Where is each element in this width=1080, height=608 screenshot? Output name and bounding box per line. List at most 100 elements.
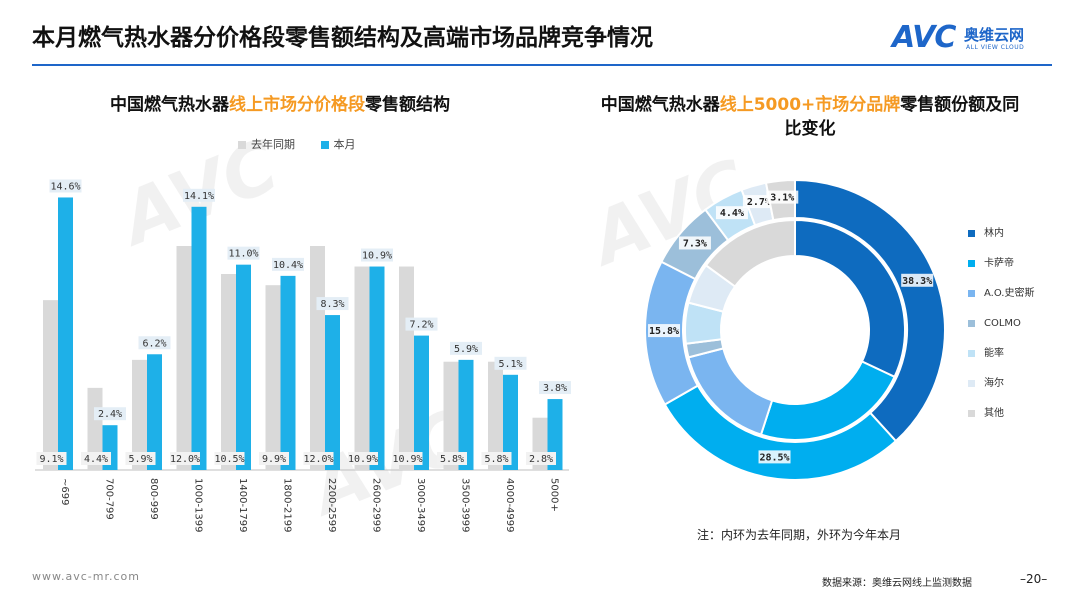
data-label-bg bbox=[214, 452, 245, 465]
category-tick-label: 1000-1399 bbox=[193, 478, 204, 533]
slice-label-bg bbox=[758, 450, 791, 464]
category-tick-label: 5000+ bbox=[549, 478, 560, 512]
data-label-bg bbox=[81, 452, 111, 465]
donut-chart: 38.3% 28.5% 15.8% 7.3% 4.4%2.7% 3.1% bbox=[644, 178, 946, 481]
bar-last-year bbox=[443, 361, 459, 470]
data-label-this-month: 5.9% bbox=[454, 344, 478, 355]
data-label-last-year: 2.8% bbox=[529, 454, 553, 465]
logo-cn: 奥维云网 bbox=[964, 26, 1025, 44]
bar-last-year bbox=[265, 285, 281, 470]
legend-swatch bbox=[968, 410, 975, 417]
slice-label: 2.7% bbox=[747, 197, 771, 208]
slice-label: 15.8% bbox=[649, 326, 679, 337]
slice-label: 38.3% bbox=[902, 276, 932, 287]
bar-chart: 9.1% 14.6% ~699 4.4% 2.4% 700-799 5.9% 6.2% 800-… bbox=[35, 179, 571, 533]
website-url: www.avc-mr.com bbox=[32, 570, 140, 583]
data-label-bg bbox=[450, 341, 482, 355]
data-label-bg bbox=[259, 452, 289, 465]
bar-last-year bbox=[399, 266, 414, 470]
legend-item-this-month: 本月 bbox=[320, 138, 356, 151]
donut-chart-title: 中国燃气热水器线上5000+市场分品牌零售额份额及同比变化 bbox=[600, 93, 1020, 141]
bar-this-month bbox=[147, 354, 162, 470]
data-label-this-month: 5.1% bbox=[498, 359, 522, 370]
legend-swatch bbox=[968, 380, 975, 387]
bar-title-pre: 中国燃气热水器 bbox=[110, 95, 229, 115]
data-label-bg bbox=[437, 452, 467, 465]
data-label-last-year: 10.5% bbox=[214, 454, 244, 465]
bar-this-month bbox=[414, 335, 429, 470]
data-label-last-year: 10.9% bbox=[348, 454, 378, 465]
legend-item-haier: 海尔 bbox=[968, 378, 1054, 390]
slice-label-bg bbox=[678, 236, 711, 250]
bar-this-month bbox=[58, 197, 73, 470]
bar-this-month bbox=[369, 266, 385, 470]
data-label-this-month: 3.8% bbox=[543, 383, 567, 394]
data-label-bg bbox=[348, 452, 378, 465]
bar-this-month bbox=[236, 264, 251, 470]
data-label-last-year: 10.9% bbox=[392, 454, 422, 465]
legend-label: 卡萨帝 bbox=[984, 258, 1014, 269]
donut-legend: 林内 卡萨帝 A.O.史密斯 COLMO 能率 海尔 其他 bbox=[968, 228, 1054, 438]
category-tick-label: 2200-2599 bbox=[326, 478, 337, 533]
data-label-this-month: 14.6% bbox=[50, 181, 80, 192]
data-label-bg bbox=[272, 257, 304, 271]
data-label-bg bbox=[183, 188, 215, 202]
page-number: –20– bbox=[1020, 572, 1048, 586]
data-label-this-month: 14.1% bbox=[184, 191, 214, 202]
legend-swatch bbox=[968, 230, 975, 237]
legend-item-casarte: 卡萨帝 bbox=[968, 258, 1054, 270]
data-label-bg bbox=[316, 297, 349, 311]
data-label-bg bbox=[138, 336, 171, 350]
bar-last-year bbox=[132, 359, 147, 470]
slice-label-bg bbox=[901, 273, 934, 287]
legend-item-rinnai: 林内 bbox=[968, 228, 1054, 240]
data-label-this-month: 8.3% bbox=[320, 299, 344, 310]
legend-label: 去年同期 bbox=[251, 138, 295, 151]
bar-legend: 去年同期 本月 bbox=[238, 136, 378, 152]
legend-label: 本月 bbox=[333, 138, 356, 151]
donut-title-highlight: 线上5000+市场分品牌 bbox=[719, 95, 901, 115]
data-label-last-year: 4.4% bbox=[84, 454, 108, 465]
legend-swatch bbox=[968, 320, 975, 327]
data-label-this-month: 2.4% bbox=[98, 409, 122, 420]
data-label-this-month: 11.0% bbox=[228, 249, 258, 260]
data-label-bg bbox=[526, 452, 556, 465]
category-tick-label: ~699 bbox=[59, 478, 70, 505]
data-label-bg bbox=[227, 246, 260, 260]
slice-label: 7.3% bbox=[683, 238, 707, 249]
legend-swatch bbox=[968, 290, 975, 297]
outer-ring-slice bbox=[794, 178, 946, 443]
data-label-last-year: 5.8% bbox=[440, 454, 464, 465]
bar-last-year bbox=[310, 246, 325, 470]
legend-swatch bbox=[238, 141, 246, 149]
legend-label: COLMO bbox=[984, 318, 1021, 329]
legend-item-last-year: 去年同期 bbox=[238, 138, 295, 151]
legend-swatch bbox=[320, 141, 329, 149]
data-label-last-year: 5.8% bbox=[484, 454, 508, 465]
data-label-bg bbox=[392, 452, 423, 465]
legend-item-others: 其他 bbox=[968, 408, 1054, 420]
data-label-bg bbox=[36, 452, 67, 465]
data-label-last-year: 12.0% bbox=[170, 454, 200, 465]
data-label-this-month: 6.2% bbox=[142, 338, 166, 349]
legend-label: 海尔 bbox=[984, 378, 1004, 389]
bar-last-year bbox=[354, 266, 370, 470]
bar-last-year bbox=[221, 274, 236, 470]
data-label-bg bbox=[481, 452, 512, 465]
bar-this-month bbox=[280, 275, 296, 470]
bar-chart-title: 中国燃气热水器线上市场分价格段零售额结构 bbox=[40, 93, 520, 117]
legend-item-ao-smith: A.O.史密斯 bbox=[968, 288, 1054, 300]
data-label-bg bbox=[170, 452, 200, 465]
data-label-this-month: 10.9% bbox=[362, 251, 392, 262]
legend-item-colmo: COLMO bbox=[968, 318, 1054, 330]
data-label-bg bbox=[494, 356, 527, 370]
bar-title-highlight: 线上市场分价格段 bbox=[229, 95, 365, 115]
bar-this-month bbox=[325, 315, 340, 470]
category-tick-label: 3500-3999 bbox=[460, 478, 471, 533]
slice-label: 3.1% bbox=[770, 193, 794, 204]
category-tick-label: 3000-3499 bbox=[415, 478, 426, 533]
bar-last-year bbox=[176, 246, 192, 470]
category-tick-label: 1400-1799 bbox=[237, 478, 248, 533]
legend-label: A.O.史密斯 bbox=[984, 288, 1035, 299]
slice-label: 4.4% bbox=[720, 208, 744, 219]
